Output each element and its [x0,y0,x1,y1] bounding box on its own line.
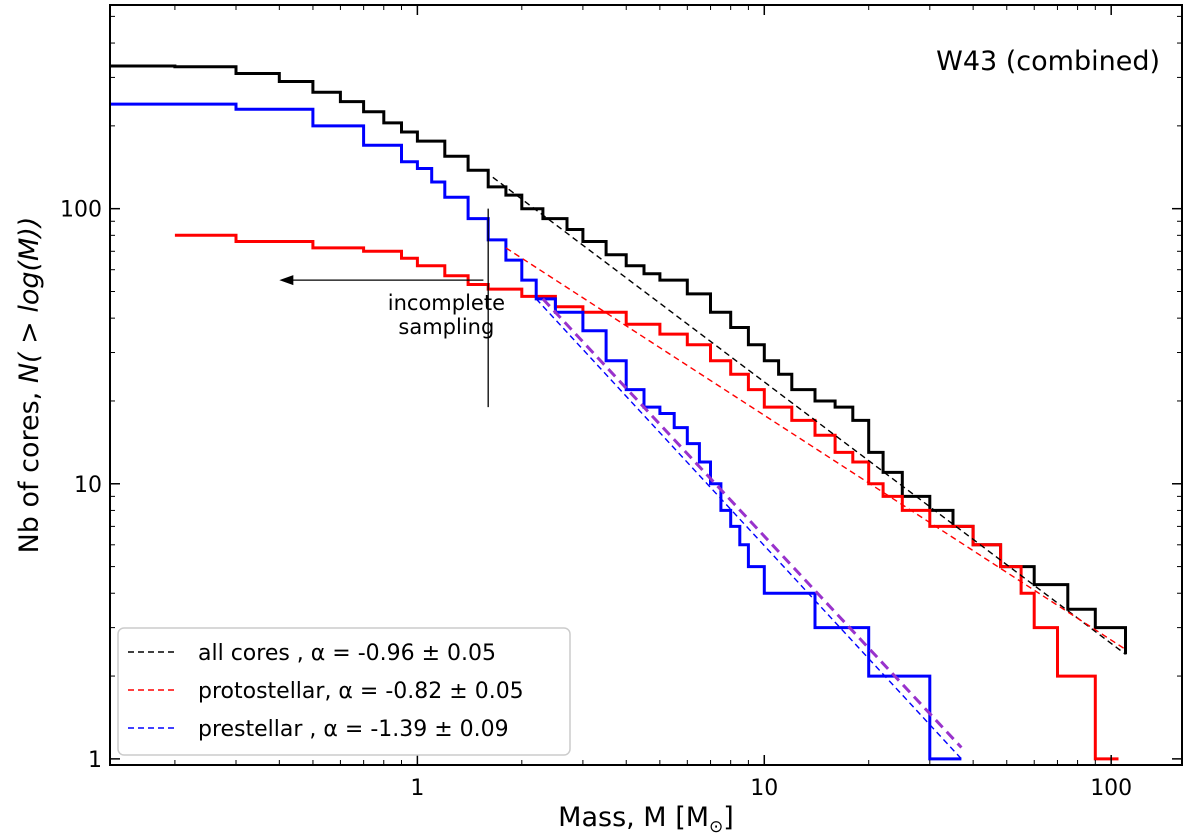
incomplete-arrow-head [279,275,294,286]
annotation-text-1: incomplete [388,291,505,315]
y-tick-label: 100 [60,198,102,223]
legend-label-3: prestellar , α = -1.39 ± 0.09 [198,717,509,742]
x-axis-label-sub: ⊙ [709,817,723,837]
fit-line-1 [492,176,1126,655]
plot-frame [109,4,1183,766]
legend-label-2: protostellar, α = -0.82 ± 0.05 [198,679,524,704]
ticks-layer: 1 10 100 1 10 100 [60,5,1182,801]
series-protostellar-line [174,233,1119,761]
series-layer [110,64,1127,761]
chart-title: W43 (combined) [936,46,1160,77]
x-tick-label: 1 [410,776,424,801]
legend-box [117,627,571,756]
x-axis-label-end: ] [723,802,734,833]
legend: all cores , α = -0.96 ± 0.05 protostellar… [117,627,571,756]
legend-label-1: all cores , α = -0.96 ± 0.05 [198,641,496,666]
x-axis-label: Mass, M [M⊙] [558,802,734,837]
fits-layer [492,176,1126,760]
x-axis-label-main: Mass, M [M [558,802,709,833]
y-tick-label: 1 [88,748,102,773]
series-prestellar-line [110,102,962,761]
fit-line-4 [541,297,963,749]
x-tick-label: 100 [1090,776,1132,801]
y-axis-label-main: Nb of cores, [14,383,45,553]
annotation-text-2: sampling [398,315,494,339]
y-axis-label: Nb of cores, N( > log(M)) [14,217,45,554]
x-tick-label: 10 [750,776,778,801]
fit-line-3 [535,298,962,760]
fit-line-2 [505,247,1126,650]
y-tick-label: 10 [74,473,102,498]
y-axis-label-math: N( > log(M)) [14,217,45,384]
